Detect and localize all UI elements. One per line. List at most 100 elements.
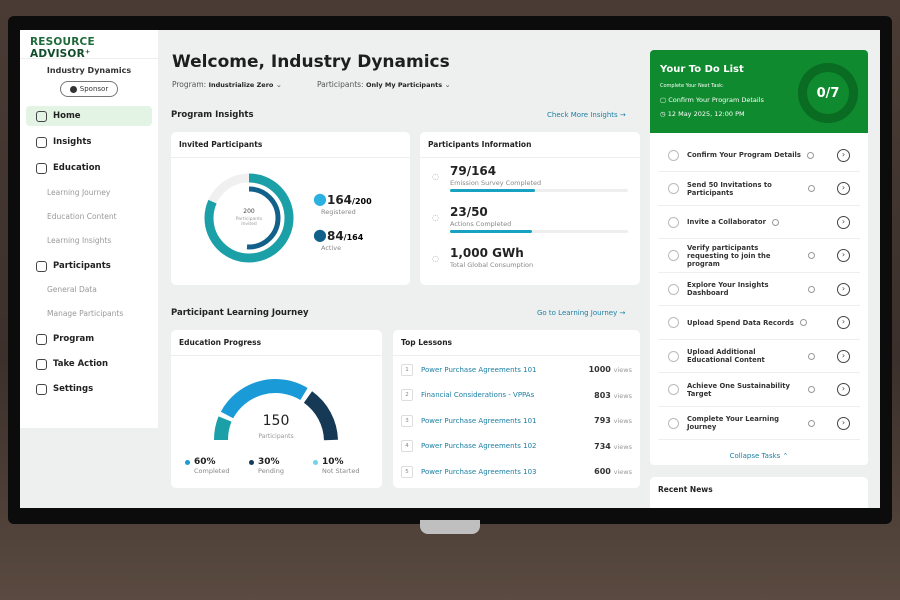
gauge-pending [303, 391, 338, 441]
chevron-right-icon[interactable]: › [837, 416, 850, 430]
invited-participants-card: Invited Participants 200 Participants In… [171, 132, 410, 285]
registered-stat: ●164/200 Registered [313, 189, 372, 216]
help-icon[interactable] [808, 185, 815, 192]
book-icon [36, 162, 47, 174]
education-progress-card: Education Progress 150 Participants 60% C… [171, 330, 382, 488]
task-checkbox[interactable] [668, 283, 679, 295]
sidebar-item-participants[interactable]: Participants [26, 256, 152, 276]
info-progress-bar [450, 230, 628, 233]
help-icon[interactable] [799, 319, 807, 326]
monitor-stand [420, 520, 480, 534]
info-value: 79/164 [450, 164, 497, 178]
todo-item[interactable]: Verify participants requesting to join t… [658, 240, 860, 273]
task-checkbox[interactable] [668, 250, 679, 261]
sidebar-item-education[interactable]: Education [26, 158, 152, 178]
education-gauge-chart [214, 379, 338, 441]
check-more-insights-link[interactable]: Check More Insights → [547, 111, 626, 119]
sidebar-item-take-action[interactable]: Take Action [26, 354, 152, 374]
section-title: Program Insights [171, 110, 254, 120]
todo-item[interactable]: Achieve One Sustainability Target › [658, 374, 860, 407]
chevron-up-icon: ⌃ [782, 452, 789, 460]
info-label: Actions Completed [450, 220, 512, 228]
sidebar-subitem-general-data[interactable]: General Data [47, 285, 97, 294]
chevron-right-icon[interactable]: › [837, 383, 850, 396]
chevron-right-icon[interactable]: › [837, 349, 850, 363]
help-icon[interactable] [808, 285, 815, 293]
lesson-row[interactable]: 2 Financial Considerations - VPPAs 803 vie… [401, 383, 632, 408]
todo-item[interactable]: Explore Your Insights Dashboard › [658, 273, 860, 306]
todo-item[interactable]: Invite a Collaborator › [658, 206, 860, 239]
task-checkbox[interactable] [668, 216, 679, 228]
invited-donut-chart [204, 173, 294, 263]
org-name: Industry Dynamics [46, 66, 132, 75]
chevron-right-icon[interactable]: › [837, 215, 850, 229]
lesson-row[interactable]: 3 Power Purchase Agreements 101 793 views [401, 408, 632, 433]
sidebar-subitem-learning-insights[interactable]: Learning Insights [47, 236, 112, 245]
task-checkbox[interactable] [668, 149, 679, 161]
lesson-row[interactable]: 4 Power Purchase Agreements 102 734 views [401, 434, 632, 459]
registered-arc [204, 173, 294, 263]
collapse-tasks-button[interactable]: Collapse Tasks ⌃ [729, 452, 789, 460]
participants-filter[interactable]: Participants: Only My Participants ⌄ [317, 80, 451, 89]
next-task[interactable]: ▢ Confirm Your Program Details [660, 96, 764, 104]
gauge-not-started [214, 416, 232, 441]
help-icon[interactable] [808, 386, 815, 393]
legend-item: 30% Pending [249, 457, 284, 475]
legend-item: 10% Not Started [313, 457, 359, 475]
clock-icon: ◷ [660, 110, 666, 118]
todo-item[interactable]: Complete Your Learning Journey › [658, 407, 860, 440]
todo-list: Confirm Your Program Details › Send 50 Inv… [650, 133, 868, 465]
top-lessons-card: Top Lessons 1 Power Purchase Agreements 1… [393, 330, 640, 488]
role-badge[interactable]: Sponsor [60, 81, 118, 97]
task-checkbox[interactable] [668, 384, 679, 395]
chevron-right-icon[interactable]: › [837, 316, 850, 329]
sidebar-item-home[interactable]: Home [26, 106, 152, 126]
screen: RESOURCE ADVISOR⁺ Industry Dynamics Spon… [20, 30, 880, 508]
chevron-right-icon[interactable]: › [837, 182, 850, 195]
task-checkbox[interactable] [668, 183, 679, 194]
sidebar-item-insights[interactable]: Insights [26, 132, 152, 152]
active-stat: ●84/164 Active [313, 225, 364, 252]
chevron-right-icon[interactable]: › [837, 148, 850, 162]
lesson-row[interactable]: 5 Power Purchase Agreements 103 600 views [401, 459, 632, 484]
page-title: Welcome, Industry Dynamics [172, 52, 450, 72]
task-checkbox[interactable] [668, 417, 679, 429]
todo-item[interactable]: Send 50 Invitations to Participants › [658, 173, 860, 206]
gauge-center-value: 150 [262, 413, 290, 429]
sidebar: RESOURCE ADVISOR⁺ Industry Dynamics Spon… [20, 30, 158, 428]
active-arc [217, 186, 281, 250]
info-value: 23/50 [450, 205, 488, 219]
help-icon[interactable] [808, 352, 815, 360]
gauge-completed [220, 379, 308, 419]
help-icon[interactable] [808, 252, 815, 259]
chevron-right-icon[interactable]: › [837, 282, 850, 296]
program-filter[interactable]: Program: Industrialize Zero ⌄ [172, 80, 283, 89]
help-icon[interactable] [808, 419, 815, 427]
people-icon [36, 260, 47, 272]
help-icon[interactable] [771, 218, 779, 226]
todo-header: Your To Do List Complete Your Next Task:… [650, 50, 868, 133]
donut-center-label: Participants Invited [235, 217, 263, 227]
list-icon [36, 333, 47, 345]
gear-icon [36, 383, 47, 395]
sidebar-subitem-learning-journey[interactable]: Learning Journey [47, 188, 111, 197]
next-task-label: Complete Your Next Task: [660, 83, 724, 89]
info-label: Emission Survey Completed [450, 179, 542, 187]
help-icon[interactable] [806, 151, 814, 159]
sidebar-subitem-manage-participants[interactable]: Manage Participants [47, 309, 124, 318]
todo-title: Your To Do List [660, 64, 744, 75]
sidebar-item-settings[interactable]: Settings [26, 379, 152, 399]
task-checkbox[interactable] [668, 350, 679, 362]
sidebar-item-program[interactable]: Program [26, 329, 152, 349]
todo-item[interactable]: Upload Additional Educational Content › [658, 340, 860, 373]
lesson-row[interactable]: 1 Power Purchase Agreements 101 1000 views [401, 357, 632, 382]
todo-item[interactable]: Upload Spend Data Records › [658, 307, 860, 340]
next-task-date: ◷ 12 May 2025, 12:00 PM [660, 110, 745, 118]
todo-item[interactable]: Confirm Your Program Details › [658, 139, 860, 172]
go-to-learning-journey-link[interactable]: Go to Learning Journey → [537, 309, 626, 317]
sidebar-subitem-education-content[interactable]: Education Content [47, 212, 117, 221]
info-value: 1,000 GWh [450, 246, 524, 260]
task-checkbox[interactable] [668, 317, 679, 328]
info-icon: ◌ [432, 172, 439, 181]
chevron-right-icon[interactable]: › [837, 249, 850, 262]
